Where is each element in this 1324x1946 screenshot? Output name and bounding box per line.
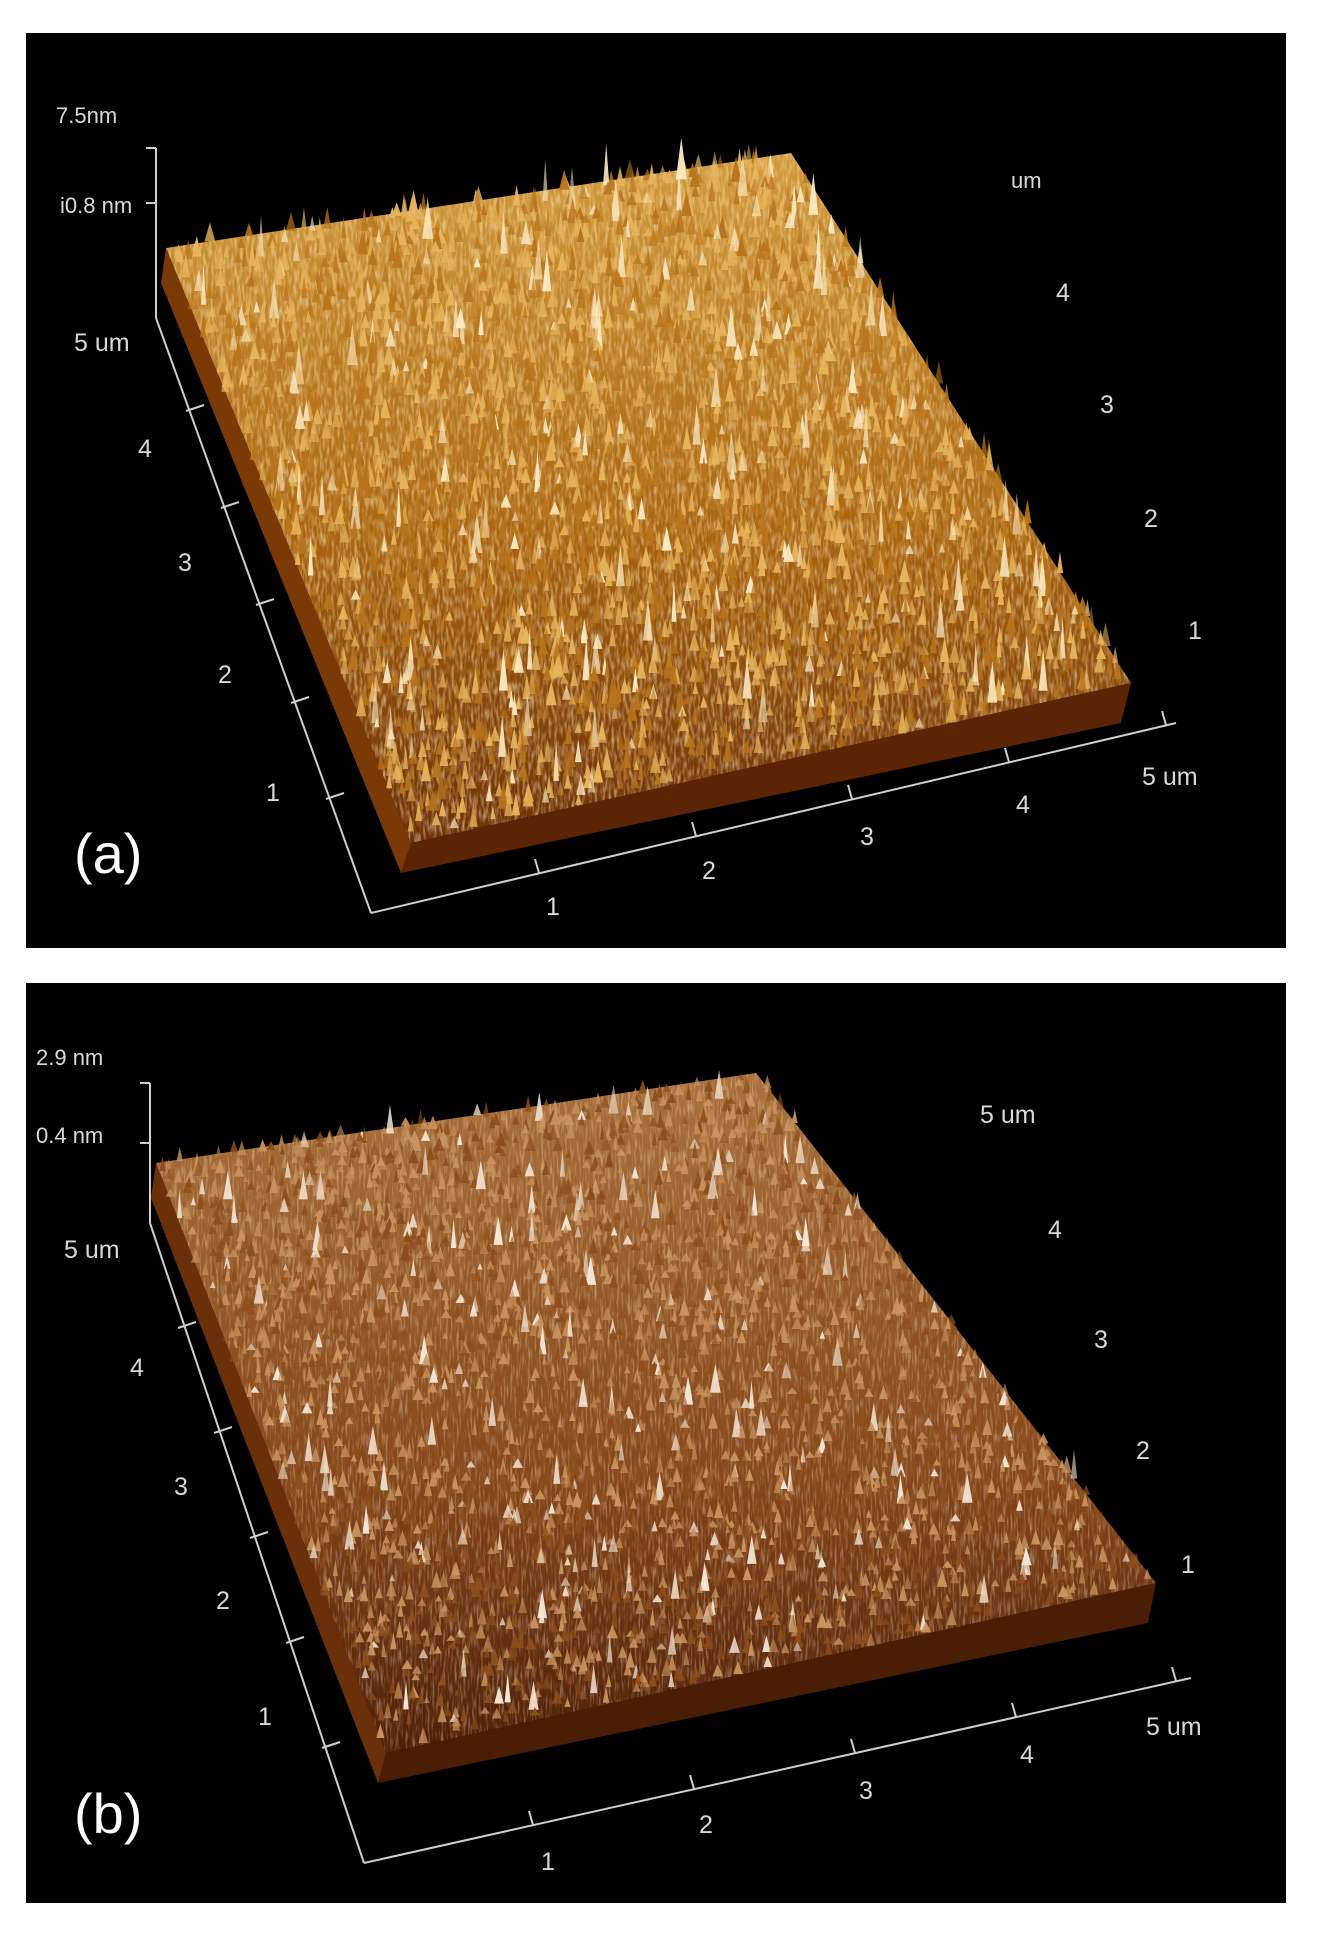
y-tick-label-b: 5 um	[64, 1236, 120, 1264]
z-axis-b	[140, 1082, 151, 1223]
y-tick-label-a: 2	[218, 661, 232, 689]
surface-left-b	[151, 1163, 386, 1783]
right-tick-label-a: 4	[1056, 279, 1070, 307]
z-max-label-b: 2.9 nm	[36, 1045, 103, 1070]
y-axis-b	[149, 1222, 365, 1864]
right-tick-label-a: um	[1011, 168, 1042, 193]
afm-3d-surface-b: 2.9 nm 0.4 nm 5 um 4 3 2 1 1 2 3 4 5 um …	[36, 1045, 1202, 1876]
y-axis-a	[155, 317, 372, 914]
y-tick-label-b: 3	[174, 1473, 188, 1501]
right-tick-label-b: 4	[1048, 1216, 1062, 1244]
y-tick-label-b: 1	[258, 1703, 272, 1731]
z-mid-label-a: i0.8 nm	[60, 193, 132, 218]
afm-panel-a: 7.5nm i0.8 nm 5 um 4 3 2 1 1 2 3 4 5 um	[26, 33, 1286, 948]
x-tick-label-a: 3	[860, 823, 874, 851]
x-tick-label-a: 2	[702, 857, 716, 885]
surface-peaks-b	[159, 1070, 1152, 1744]
z-axis-a	[146, 147, 157, 318]
x-axis-a	[370, 710, 1177, 914]
right-tick-label-b: 3	[1094, 1326, 1108, 1354]
afm-3d-surface-a: 7.5nm i0.8 nm 5 um 4 3 2 1 1 2 3 4 5 um	[56, 103, 1202, 921]
right-tick-label-b: 1	[1181, 1551, 1195, 1579]
panel-label-b: (b)	[74, 1782, 142, 1845]
right-tick-label-b: 5 um	[980, 1101, 1036, 1129]
y-tick-label-a: 3	[178, 549, 192, 577]
y-tick-label-a: 5 um	[74, 329, 130, 357]
x-tick-label-a: 5 um	[1142, 763, 1198, 791]
surface-peaks-a	[174, 137, 1121, 832]
z-mid-label-b: 0.4 nm	[36, 1123, 103, 1148]
x-axis-b	[363, 1666, 1192, 1864]
y-tick-label-b: 4	[130, 1354, 144, 1382]
surface-left-a	[161, 248, 411, 873]
y-tick-label-b: 2	[216, 1587, 230, 1615]
x-tick-label-b: 3	[859, 1777, 873, 1805]
z-max-label-a: 7.5nm	[56, 103, 117, 128]
y-tick-label-a: 4	[138, 435, 152, 463]
x-tick-label-b: 1	[541, 1848, 555, 1876]
right-tick-label-b: 2	[1136, 1437, 1150, 1465]
surface-front-b	[378, 1583, 1156, 1783]
panel-label-a: (a)	[74, 822, 142, 885]
right-tick-label-a: 2	[1144, 505, 1158, 533]
x-tick-label-b: 5 um	[1146, 1713, 1202, 1741]
surface-front-a	[401, 683, 1131, 873]
x-tick-label-b: 2	[699, 1811, 713, 1839]
right-tick-label-a: 1	[1188, 617, 1202, 645]
right-tick-label-a: 3	[1100, 391, 1114, 419]
x-tick-label-a: 1	[546, 893, 560, 921]
x-tick-label-b: 4	[1020, 1741, 1034, 1769]
afm-panel-b: 2.9 nm 0.4 nm 5 um 4 3 2 1 1 2 3 4 5 um …	[26, 983, 1286, 1903]
x-tick-label-a: 4	[1016, 791, 1030, 819]
y-tick-label-a: 1	[266, 779, 280, 807]
